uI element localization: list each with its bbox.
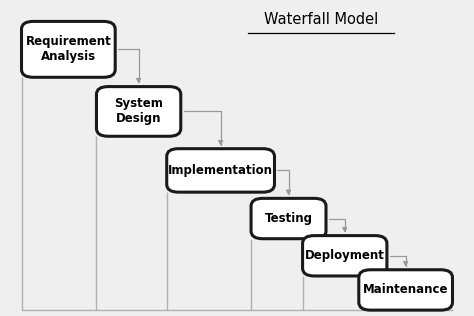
Text: Requirement
Analysis: Requirement Analysis: [26, 35, 111, 63]
Text: Testing: Testing: [264, 212, 312, 225]
FancyBboxPatch shape: [359, 270, 453, 310]
Text: Waterfall Model: Waterfall Model: [264, 12, 378, 27]
Text: System
Design: System Design: [114, 97, 163, 125]
FancyBboxPatch shape: [167, 149, 274, 192]
Text: Maintenance: Maintenance: [363, 283, 448, 296]
FancyBboxPatch shape: [302, 236, 387, 276]
FancyBboxPatch shape: [251, 198, 326, 239]
FancyBboxPatch shape: [21, 21, 115, 77]
Text: Implementation: Implementation: [168, 164, 273, 177]
Text: Deployment: Deployment: [305, 249, 385, 262]
FancyBboxPatch shape: [97, 87, 181, 136]
